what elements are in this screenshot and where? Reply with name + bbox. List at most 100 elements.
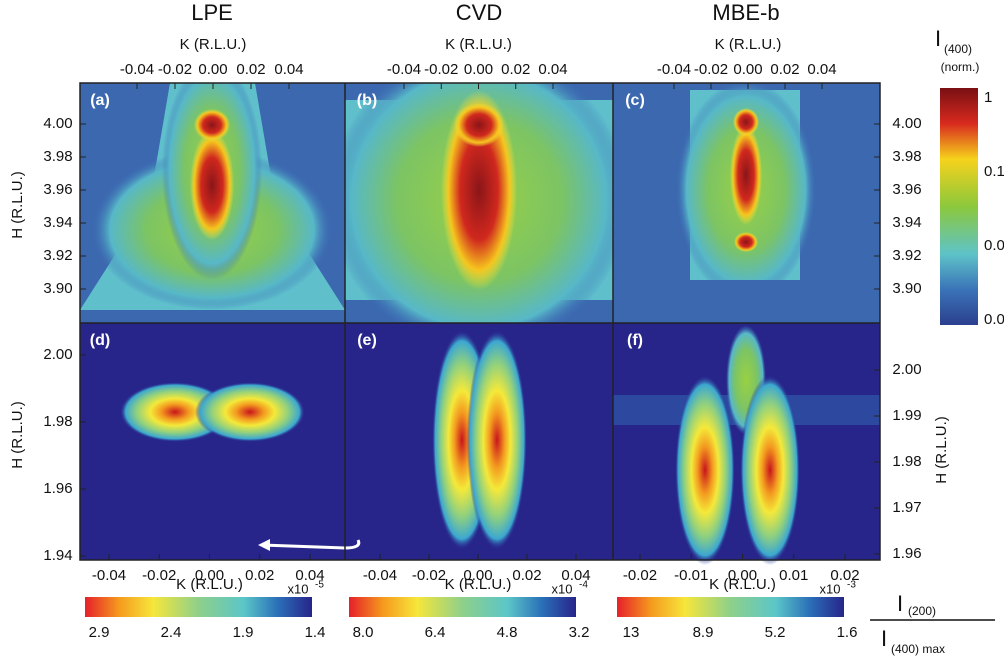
colorbar-multiplier: x10 [552,581,573,596]
axis-title: H (R.L.U.) [933,416,950,484]
ratio-colorbar [349,597,576,617]
x-tick-label: 0.02 [245,567,274,584]
colorbar-tick-label: 3.2 [569,624,590,641]
x-tick-label: 0.04 [295,567,324,584]
panel-label: (e) [357,332,377,349]
x-tick-label: 0.02 [830,567,859,584]
colorbar-tick-label: 4.8 [497,624,518,641]
y-tick-label: 3.92 [892,247,921,264]
y-tick-label: 1.99 [892,407,921,424]
colorbar-tick-label: 6.4 [425,624,446,641]
column-title: CVD [456,0,502,25]
colorbar-tick-label: 0.001 [984,311,1004,328]
column-title: LPE [191,0,233,25]
ratio-colorbar [85,597,312,617]
axis-title: K (R.L.U.) [715,36,782,53]
y-tick-label: 4.00 [892,115,921,132]
axis-title: H (R.L.U.) [9,171,26,239]
y-tick-label: 1.97 [892,499,921,516]
colorbar-unit: (norm.) [941,60,980,74]
colorbar-tick-label: 13 [623,624,640,641]
y-tick-label: 3.94 [43,214,72,231]
x-tick-label: -0.04 [387,61,421,78]
x-tick-label: -0.02 [142,567,176,584]
axis-title: K (R.L.U.) [445,36,512,53]
x-tick-label: -0.02 [424,61,458,78]
colorbar-exponent: -4 [579,580,588,591]
x-tick-label: 0.00 [198,61,227,78]
x-tick-label: 0.00 [464,61,493,78]
colorbar-exponent: -5 [315,580,324,591]
intensity-colorbar [940,88,978,325]
x-tick-label: -0.04 [363,567,397,584]
colorbar-exponent: -3 [847,580,856,591]
panel-label: (b) [357,92,377,109]
x-tick-label: -0.04 [92,567,126,584]
ratio-numerator-sub: (200) [908,604,936,618]
colorbar-tick-label: 2.9 [89,624,110,641]
axis-title: H (R.L.U.) [9,401,26,469]
colorbar-tick-label: 2.4 [161,624,182,641]
colorbar-tick-label: 1.9 [233,624,254,641]
colorbar-tick-label: 8.0 [353,624,374,641]
axis-title: K (R.L.U.) [176,576,243,593]
x-tick-label: 0.01 [779,567,808,584]
y-tick-label: 3.94 [892,214,921,231]
x-tick-label: 0.04 [561,567,590,584]
y-tick-label: 1.96 [43,480,72,497]
y-tick-label: 3.96 [43,181,72,198]
colorbar-subscript: (400) [944,42,972,56]
y-tick-label: 1.98 [892,453,921,470]
x-tick-label: -0.02 [694,61,728,78]
x-tick-label: 0.02 [236,61,265,78]
axis-title: K (R.L.U.) [180,36,247,53]
x-tick-label: 0.00 [733,61,762,78]
colorbar-tick-label: 1.4 [305,624,326,641]
x-tick-label: 0.04 [807,61,836,78]
y-tick-label: 3.98 [892,148,921,165]
x-tick-label: 0.02 [512,567,541,584]
y-tick-label: 3.96 [892,181,921,198]
y-tick-label: 3.92 [43,247,72,264]
y-tick-label: 1.94 [43,547,72,564]
x-tick-label: -0.02 [623,567,657,584]
axis-title: K (R.L.U.) [445,576,512,593]
panel-label: (f) [627,332,643,349]
y-tick-label: 3.98 [43,148,72,165]
column-title: MBE-b [712,0,779,25]
x-tick-label: -0.02 [412,567,446,584]
ratio-denominator: I [881,626,887,651]
y-tick-label: 1.98 [43,413,72,430]
ratio-numerator: I [897,591,903,616]
x-tick-label: 0.00 [195,567,224,584]
x-tick-label: -0.04 [657,61,691,78]
x-tick-label: -0.02 [158,61,192,78]
axis-title: K (R.L.U.) [709,576,776,593]
x-tick-label: 0.04 [274,61,303,78]
y-tick-label: 2.00 [892,361,921,378]
x-tick-label: 0.00 [728,567,757,584]
colorbar-multiplier: x10 [820,581,841,596]
heatmap-panels [79,82,881,565]
ratio-colorbar [617,597,844,617]
colorbar-tick-label: 0.01 [984,237,1004,254]
colorbar-tick-label: 8.9 [693,624,714,641]
colorbar-tick-label: 1.6 [837,624,858,641]
x-tick-label: 0.00 [463,567,492,584]
panel-label: (a) [90,92,110,109]
y-tick-label: 3.90 [43,280,72,297]
y-tick-label: 2.00 [43,346,72,363]
ratio-denominator-sub: (400) max [891,642,945,656]
y-tick-label: 3.90 [892,280,921,297]
panel-label: (c) [625,92,645,109]
colorbar-tick-label: 0.1 [984,163,1004,180]
panel-label: (d) [90,332,110,349]
colorbar-title: I [935,26,941,51]
x-tick-label: 0.04 [538,61,567,78]
x-tick-label: -0.04 [120,61,154,78]
colorbar-multiplier: x10 [288,581,309,596]
y-tick-label: 4.00 [43,115,72,132]
x-tick-label: 0.02 [501,61,530,78]
x-tick-label: -0.01 [674,567,708,584]
